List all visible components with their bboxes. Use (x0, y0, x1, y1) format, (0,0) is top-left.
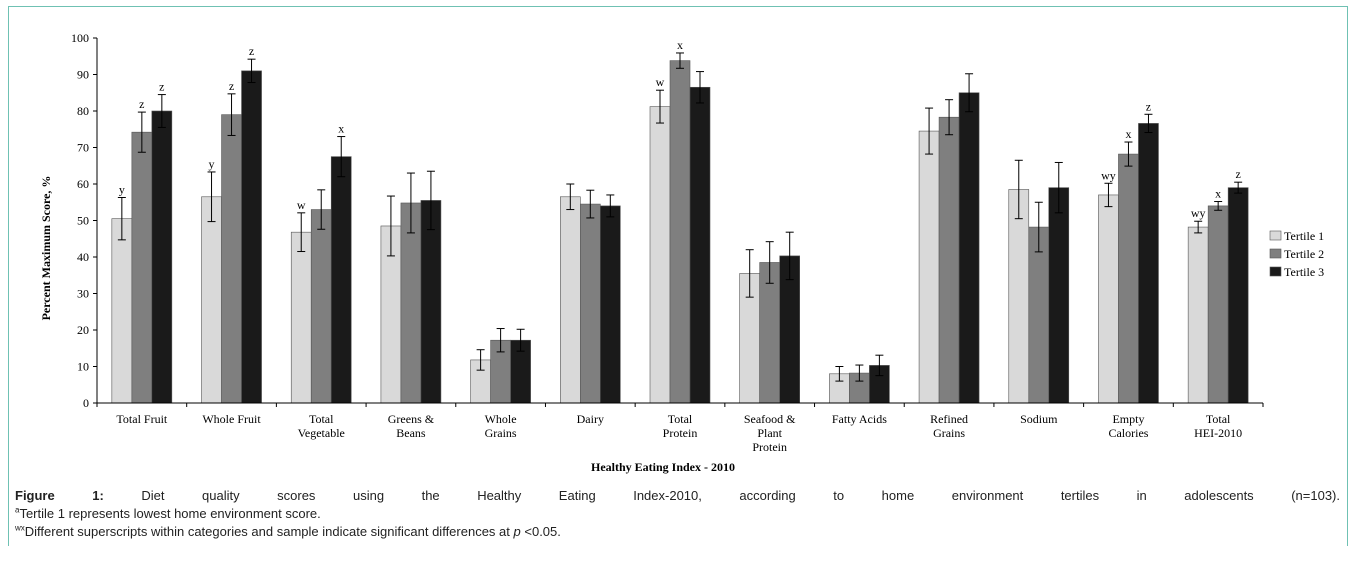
y-tick-label: 20 (77, 323, 89, 337)
x-category-label: Total Vegetable (298, 412, 345, 440)
bar (689, 86, 711, 404)
legend-label: Tertile 2 (1284, 247, 1324, 261)
bar (600, 205, 621, 404)
bar (1207, 205, 1229, 404)
bar (918, 130, 940, 404)
significance-label: x (677, 38, 683, 52)
p-value-threshold: <0.05. (524, 524, 561, 539)
bar (1138, 123, 1159, 404)
y-tick-label: 80 (77, 104, 89, 118)
significance-label: z (1235, 167, 1240, 181)
bar (1028, 226, 1050, 404)
bar (958, 92, 980, 404)
footnote-marker-wx: wx (15, 523, 25, 533)
significance-label: w (656, 75, 665, 89)
x-category-label: Whole Grains (485, 412, 517, 440)
footnote-marker-a: a (15, 505, 20, 515)
y-tick-label: 40 (77, 250, 89, 264)
bar (420, 200, 442, 404)
significance-label: z (1146, 99, 1151, 113)
caption-line-1: Figure 1: Diet quality scores using the … (15, 487, 1340, 505)
y-tick-label: 70 (77, 141, 89, 155)
bar (310, 209, 332, 404)
bar (1187, 226, 1209, 404)
y-tick-label: 50 (77, 214, 89, 228)
significance-label: x (1215, 187, 1221, 201)
footnote-wx-text: Different superscripts within categories… (24, 524, 510, 539)
legend: Tertile 1 Tertile 2 Tertile 3 (1269, 229, 1324, 279)
bar (1118, 153, 1139, 404)
bar (201, 196, 222, 404)
x-axis-title: Healthy Eating Index - 2010 (591, 460, 735, 474)
bar (938, 116, 960, 404)
x-axis: Total Fruit Whole Fruit Total Vegetable Gree… (96, 402, 1264, 454)
y-tick-label: 30 (77, 287, 89, 301)
bar (151, 110, 173, 404)
bar (330, 156, 352, 404)
bar (1008, 189, 1030, 404)
x-category-label: Greens & Beans (388, 412, 435, 440)
significance-label: w (297, 198, 306, 212)
x-category-label: Empty Calories (1108, 412, 1148, 440)
legend-label: Tertile 3 (1284, 265, 1324, 279)
x-category-label: Total Protein (663, 412, 698, 440)
bar (669, 60, 691, 404)
bar (111, 218, 133, 404)
bar (560, 196, 581, 404)
bar (1227, 187, 1249, 404)
x-category-label: Refined Grains (930, 412, 968, 440)
figure-label: Figure 1: (15, 488, 104, 503)
p-value-symbol: p (513, 524, 521, 539)
y-tick-label: 90 (77, 68, 89, 82)
x-category-label: Dairy (577, 412, 604, 426)
caption-text: Diet quality scores using the Healthy Ea… (141, 488, 1340, 503)
legend-label: Tertile 1 (1284, 229, 1324, 243)
bar (649, 106, 671, 404)
bar (1098, 194, 1119, 404)
significance-label: wy (1191, 206, 1206, 220)
bar (241, 70, 262, 404)
y-axis: 0 10 20 30 40 50 60 70 80 90 100 (71, 31, 98, 410)
bar (1048, 187, 1070, 404)
y-tick-label: 10 (77, 360, 89, 374)
figure-caption: Figure 1: Diet quality scores using the … (15, 487, 1340, 541)
significance-label: wy (1101, 168, 1116, 182)
x-category-label: Seafood & Plant Protein (744, 412, 796, 454)
significance-label: y (119, 183, 125, 197)
footnote-a-text: Tertile 1 represents lowest home environ… (19, 506, 321, 521)
caption-line-3: wxDifferent superscripts within categori… (15, 523, 1340, 541)
legend-swatch (1269, 230, 1282, 241)
x-category-label: Total HEI-2010 (1194, 412, 1242, 440)
y-tick-label: 0 (83, 396, 89, 410)
x-category-label: Whole Fruit (202, 412, 261, 426)
legend-swatch (1269, 248, 1282, 259)
figure-frame (8, 6, 1348, 546)
significance-label: x (1125, 127, 1131, 141)
y-tick-label: 100 (71, 31, 89, 45)
y-axis-title: Percent Maximum Score, % (39, 176, 53, 321)
bar (131, 131, 153, 404)
x-category-label: Total Fruit (116, 412, 167, 426)
y-tick-label: 60 (77, 177, 89, 191)
x-category-label: Fatty Acids (832, 412, 887, 426)
x-category-label: Sodium (1020, 412, 1058, 426)
significance-label: z (139, 97, 144, 111)
significance-label: z (229, 79, 234, 93)
significance-label: y (209, 157, 215, 171)
legend-swatch (1269, 266, 1282, 277)
bar (221, 114, 242, 404)
significance-label: z (159, 80, 164, 94)
bar (580, 203, 601, 404)
bar (290, 231, 312, 404)
significance-label: z (249, 44, 254, 58)
caption-line-2: aTertile 1 represents lowest home enviro… (15, 505, 1340, 523)
significance-label: x (338, 122, 344, 136)
